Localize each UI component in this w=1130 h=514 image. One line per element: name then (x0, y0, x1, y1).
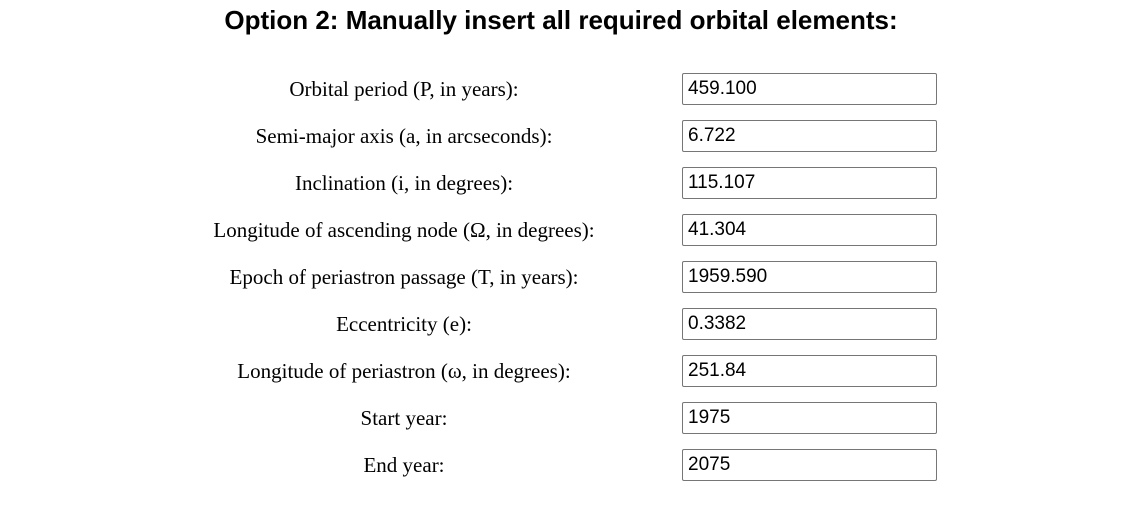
field-row-orbital-period: Orbital period (P, in years): (0, 73, 1130, 120)
periastron-epoch-input[interactable] (682, 261, 937, 293)
periastron-longitude-label: Longitude of periastron (ω, in degrees): (237, 359, 571, 383)
page-title: Option 2: Manually insert all required o… (224, 5, 898, 35)
ascending-node-label: Longitude of ascending node (Ω, in degre… (213, 218, 595, 242)
start-year-label: Start year: (360, 406, 448, 430)
orbital-period-label: Orbital period (P, in years): (289, 77, 519, 101)
inclination-input[interactable] (682, 167, 937, 199)
field-row-inclination: Inclination (i, in degrees): (0, 167, 1130, 214)
eccentricity-label: Eccentricity (e): (336, 312, 472, 336)
field-row-eccentricity: Eccentricity (e): (0, 308, 1130, 355)
semi-major-axis-label: Semi-major axis (a, in arcseconds): (255, 124, 553, 148)
field-row-start-year: Start year: (0, 402, 1130, 449)
orbital-elements-form: Orbital period (P, in years): Semi-major… (0, 73, 1130, 496)
periastron-epoch-label: Epoch of periastron passage (T, in years… (229, 265, 579, 289)
field-row-end-year: End year: (0, 449, 1130, 496)
semi-major-axis-input[interactable] (682, 120, 937, 152)
field-row-semi-major-axis: Semi-major axis (a, in arcseconds): (0, 120, 1130, 167)
end-year-label: End year: (363, 453, 445, 477)
orbital-period-input[interactable] (682, 73, 937, 105)
end-year-input[interactable] (682, 449, 937, 481)
inclination-label: Inclination (i, in degrees): (294, 171, 514, 195)
start-year-input[interactable] (682, 402, 937, 434)
field-row-ascending-node: Longitude of ascending node (Ω, in degre… (0, 214, 1130, 261)
ascending-node-input[interactable] (682, 214, 937, 246)
eccentricity-input[interactable] (682, 308, 937, 340)
field-row-periastron-longitude: Longitude of periastron (ω, in degrees): (0, 355, 1130, 402)
periastron-longitude-input[interactable] (682, 355, 937, 387)
field-row-periastron-epoch: Epoch of periastron passage (T, in years… (0, 261, 1130, 308)
